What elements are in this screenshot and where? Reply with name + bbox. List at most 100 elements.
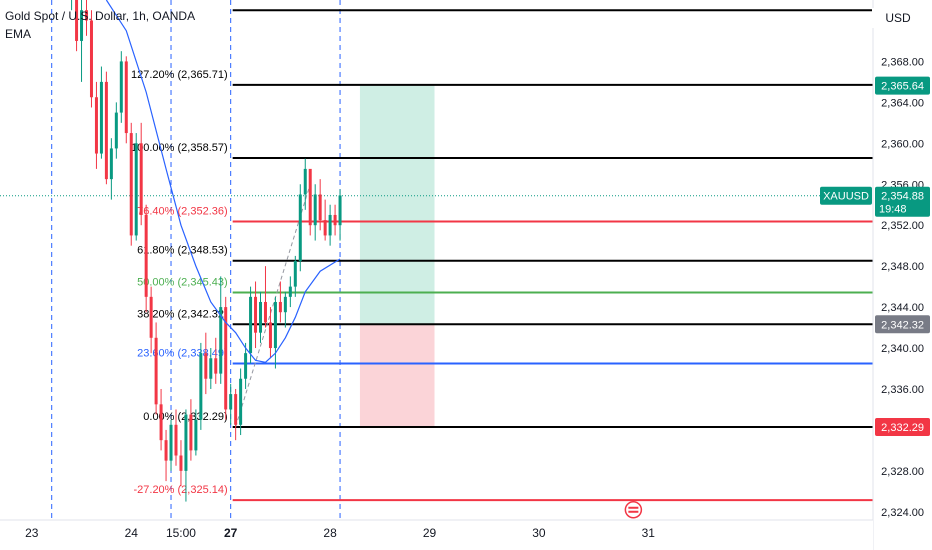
candle-body [154, 337, 158, 405]
candle [164, 429, 168, 482]
us-flag-icon [624, 501, 643, 519]
candle [303, 158, 307, 210]
fib-level-label: 50.00% (2,345.43) [137, 276, 228, 288]
candle-body [199, 353, 203, 420]
candle-body [134, 143, 138, 236]
chart-title: Gold Spot / U.S. Dollar, 1h, OANDA [5, 9, 196, 23]
candle-body [169, 424, 173, 461]
candle-body [313, 194, 317, 226]
x-tick-label: 24 [125, 526, 139, 540]
y-tick-label: 2,360.00 [881, 138, 924, 150]
candle-body [293, 261, 297, 287]
candle [85, 0, 89, 36]
candle [288, 276, 292, 308]
candle [338, 189, 342, 241]
price-label-bg [875, 315, 930, 334]
candle [114, 102, 118, 159]
fib-level-label: 100.00% (2,358.57) [131, 142, 228, 154]
candle-body [254, 296, 258, 333]
y-tick-label: 2,328.00 [881, 466, 924, 478]
candle-body [259, 301, 263, 333]
candle-body [119, 61, 123, 113]
candle-body [209, 358, 213, 379]
candle [298, 184, 302, 272]
candle [189, 399, 193, 461]
candle-body [328, 214, 332, 236]
candle [71, 0, 73, 11]
ema-line [105, 0, 341, 364]
candle [249, 286, 253, 364]
x-tick-label: 28 [323, 526, 337, 540]
candle [219, 276, 223, 384]
candle [239, 368, 243, 436]
candle [244, 342, 248, 389]
currency-button[interactable]: USD [872, 8, 924, 28]
price-label: 2,365.64 [881, 81, 924, 93]
candle [119, 51, 123, 123]
candle [328, 204, 332, 246]
candle-body [144, 214, 148, 297]
candle-body [229, 394, 233, 410]
candle [209, 348, 213, 389]
candle-body [219, 307, 223, 374]
candle-body [80, 10, 84, 41]
candle [99, 66, 103, 159]
y-tick-label: 2,336.00 [881, 384, 924, 396]
candle [134, 133, 138, 241]
x-tick-label: 15:00 [166, 526, 196, 540]
y-tick-label: 2,344.00 [881, 302, 924, 314]
candle [204, 332, 208, 395]
symbol-badge [820, 186, 872, 205]
y-tick-label: 2,352.00 [881, 220, 924, 232]
us-flag-stripe [628, 506, 639, 509]
candle [174, 409, 178, 466]
candle-body [239, 378, 243, 425]
candle-body [139, 143, 143, 215]
countdown-timer: 19:48 [879, 204, 907, 216]
candle-body [214, 358, 218, 374]
x-tick-label: 27 [224, 526, 238, 540]
candle [293, 255, 297, 297]
fib-level-label: 127.20% (2,365.71) [131, 69, 228, 81]
indicator-label-ema[interactable]: EMA [5, 27, 32, 41]
candle-body [164, 440, 168, 461]
y-tick-label: 2,364.00 [881, 97, 924, 109]
candle [259, 291, 263, 343]
y-tick-label: 2,324.00 [881, 507, 924, 519]
target-zone [359, 85, 435, 325]
candle [104, 71, 108, 185]
candle [333, 204, 337, 236]
x-tick-label: 31 [642, 526, 656, 540]
candle [89, 10, 93, 108]
candle-body [244, 353, 248, 379]
candle-body [268, 322, 272, 349]
candle [214, 337, 218, 384]
candle-body [338, 195, 342, 226]
y-tick-label: 2,340.00 [881, 343, 924, 355]
candle-body [179, 455, 183, 471]
candle-body [184, 414, 188, 471]
stop-loss-zone [359, 324, 435, 427]
fib-trendline [235, 184, 311, 427]
candle [149, 286, 153, 354]
candle-body [114, 112, 118, 149]
price-label: 2,342.32 [881, 319, 924, 331]
candle-body [149, 296, 153, 338]
candle-body [104, 81, 108, 180]
candle [144, 204, 148, 313]
candle [323, 199, 327, 241]
candle [75, 0, 79, 52]
candle-body [75, 0, 79, 41]
price-label: 2,332.29 [881, 422, 924, 434]
candle-body [323, 220, 327, 236]
candle-body [94, 97, 98, 154]
candle [229, 383, 233, 425]
candle [224, 296, 228, 420]
candle-body [288, 286, 292, 297]
candle [234, 388, 238, 441]
candle-body [159, 404, 163, 441]
fib-level-label: 38.20% (2,342.32) [137, 308, 228, 320]
candle-body [85, 10, 89, 21]
candle [283, 291, 287, 328]
